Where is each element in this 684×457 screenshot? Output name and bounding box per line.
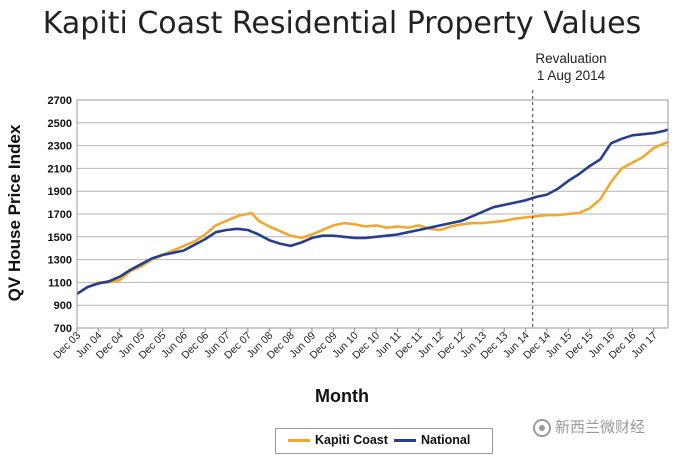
legend-label-kapiti: Kapiti Coast bbox=[315, 433, 388, 447]
x-axis-label: Month bbox=[315, 386, 369, 406]
series-line-kapiti-coast bbox=[76, 140, 669, 295]
y-axis-label: QV House Price Index bbox=[5, 124, 24, 302]
watermark-text: 新西兰微财经 bbox=[555, 418, 646, 436]
chart-title: Kapiti Coast Residential Property Values bbox=[42, 6, 642, 41]
y-tick-label: 2700 bbox=[48, 95, 72, 107]
legend-item-national: National bbox=[394, 433, 470, 447]
y-tick-label: 2100 bbox=[48, 163, 72, 175]
y-tick-labels: 700 900 1100 1300 1500 1700 1900 2100 2300 2500 27… bbox=[48, 95, 72, 335]
legend-item-kapiti: Kapiti Coast bbox=[288, 433, 388, 447]
y-tick-label: 1300 bbox=[48, 255, 72, 267]
y-tick-label: 700 bbox=[54, 323, 72, 335]
plot-frame bbox=[76, 99, 669, 329]
legend-swatch-national bbox=[394, 439, 416, 443]
revaluation-annotation-line1: Revaluation bbox=[535, 51, 607, 66]
y-tick-label: 1500 bbox=[48, 232, 72, 244]
y-tick-label: 1100 bbox=[48, 277, 72, 289]
series-lines bbox=[76, 128, 669, 295]
revaluation-annotation: Revaluation 1 Aug 2014 bbox=[511, 50, 631, 84]
y-tick-label: 1700 bbox=[48, 209, 72, 221]
revaluation-annotation-line2: 1 Aug 2014 bbox=[536, 68, 606, 83]
watermark: 新西兰微财经 bbox=[533, 416, 683, 438]
y-tick-label: 900 bbox=[54, 300, 72, 312]
series-line-national bbox=[76, 128, 669, 295]
y-axis-label-container: QV House Price Index bbox=[0, 98, 30, 328]
wechat-logo-icon bbox=[533, 418, 551, 437]
legend: Kapiti Coast National bbox=[275, 428, 493, 454]
legend-label-national: National bbox=[421, 433, 471, 447]
y-tick-label: 2300 bbox=[48, 141, 72, 153]
y-tick-label: 2500 bbox=[48, 118, 72, 130]
legend-swatch-kapiti bbox=[288, 439, 310, 443]
y-tick-label: 1900 bbox=[48, 186, 72, 198]
